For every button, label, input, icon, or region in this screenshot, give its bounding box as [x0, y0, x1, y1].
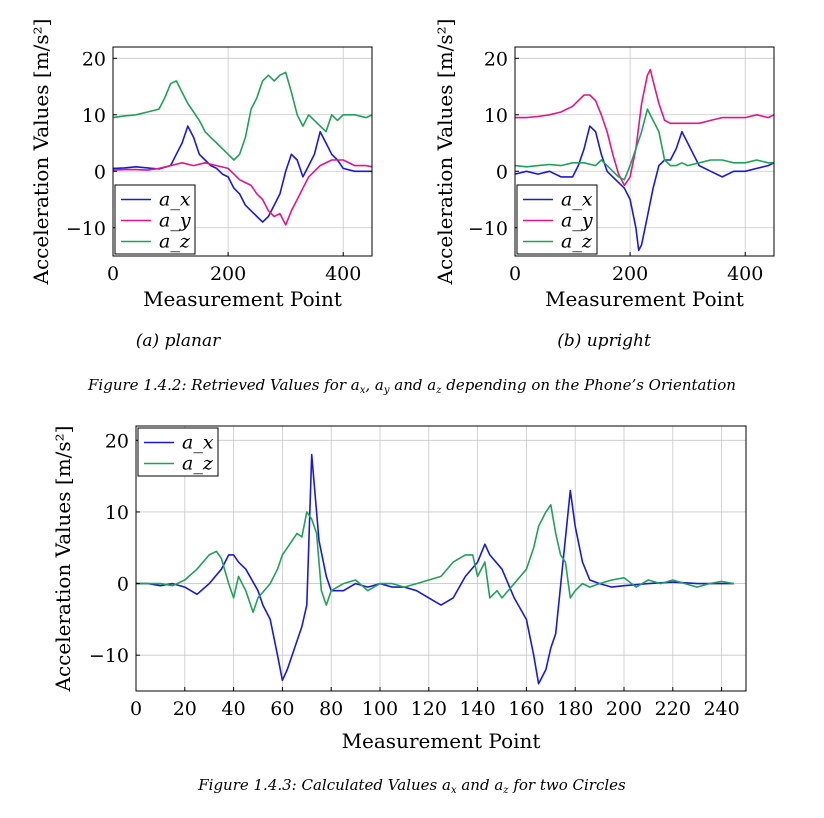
x-axis-label: Measurement Point [143, 287, 342, 311]
legend: a_xa_z [137, 427, 219, 477]
legend-label-az: a_z [182, 453, 214, 475]
legend-label-ay: a_y [561, 210, 593, 232]
legend-label-ax: a_x [159, 189, 191, 211]
legend: a_xa_ya_z [516, 184, 598, 255]
subcaption-upright: (b) upright [557, 331, 651, 351]
y-tick-label: 0 [94, 161, 106, 183]
chart-two-circles: 0 20 40 60 80 100 120 140 160 180 200 220 240 −10 0 10 2… [51, 425, 747, 753]
series-line-ax [514, 125, 775, 252]
y-axis-label: Acceleration Values [m/s²] [29, 19, 53, 286]
y-axis-label: Acceleration Values [m/s²] [51, 426, 75, 693]
chart-planar: 0 200 400 −10 0 10 20 Measurement Point Accelera… [29, 19, 373, 311]
y-tick-label: 10 [484, 105, 508, 127]
legend-label-az: a_z [561, 231, 593, 253]
x-tick-label: 40 [222, 698, 246, 720]
series-line-ay [515, 68, 775, 187]
x-tick-label: 400 [325, 263, 361, 285]
series-line-ax [112, 125, 372, 223]
x-tick-label: 120 [411, 698, 447, 720]
legend-box [114, 184, 196, 255]
series-line-ax [136, 453, 734, 685]
x-tick-label: 100 [362, 698, 398, 720]
x-tick-label: 400 [727, 263, 763, 285]
y-tick-label: 0 [117, 574, 129, 596]
x-axis-label: Measurement Point [545, 287, 744, 311]
y-tick-label: −10 [468, 218, 508, 240]
y-tick-label: 20 [484, 48, 508, 70]
x-tick-label: 140 [459, 698, 495, 720]
legend-label-az: a_z [159, 231, 191, 253]
caption-text-2: Figure 1.4.3: Calculated Values ax and a… [197, 776, 626, 796]
x-tick-label: 20 [173, 698, 197, 720]
legend: a_xa_ya_z [114, 184, 196, 255]
y-tick-label: 20 [82, 48, 106, 70]
legend-label-ax: a_x [182, 432, 214, 454]
chart-upright: 0 200 400 −10 0 10 20 Measurement Point Accelera… [433, 19, 775, 311]
y-tick-label: 10 [82, 105, 106, 127]
x-axis-label: Measurement Point [342, 729, 541, 753]
plot-frame [112, 46, 373, 257]
figure-1-4-2-caption: Figure 1.4.2: Retrieved Values for ax, a… [87, 376, 736, 396]
legend-label-ay: a_y [159, 210, 191, 232]
plot-frame [514, 46, 775, 257]
figure-1-4-3-caption: Figure 1.4.3: Calculated Values ax and a… [197, 776, 626, 796]
x-tick-label: 0 [107, 263, 119, 285]
x-tick-label: 160 [508, 698, 544, 720]
y-tick-label: 0 [496, 161, 508, 183]
x-tick-label: 80 [319, 698, 343, 720]
x-tick-label: 0 [130, 698, 142, 720]
y-tick-label: −10 [89, 645, 129, 667]
x-tick-label: 60 [270, 698, 294, 720]
series-line-ay [112, 159, 373, 226]
x-tick-label: 180 [557, 698, 593, 720]
series-line-az [514, 108, 774, 181]
x-tick-label: 200 [606, 698, 642, 720]
x-tick-label: 0 [509, 263, 521, 285]
plot-frame [135, 425, 747, 692]
legend-label-ax: a_x [561, 189, 593, 211]
y-axis-label: Acceleration Values [m/s²] [433, 19, 457, 286]
x-tick-label: 240 [703, 698, 739, 720]
x-tick-label: 200 [210, 263, 246, 285]
x-tick-label: 220 [655, 698, 691, 720]
series-line-az [136, 503, 734, 614]
series-line-az [112, 71, 373, 161]
x-tick-label: 200 [612, 263, 648, 285]
legend-box [137, 427, 219, 477]
legend-box [516, 184, 598, 255]
caption-text: Figure 1.4.2: Retrieved Values for ax, a… [87, 376, 736, 396]
y-tick-label: 20 [105, 430, 129, 452]
y-tick-label: −10 [66, 218, 106, 240]
subcaption-planar: (a) planar [136, 331, 221, 351]
y-tick-label: 10 [105, 502, 129, 524]
